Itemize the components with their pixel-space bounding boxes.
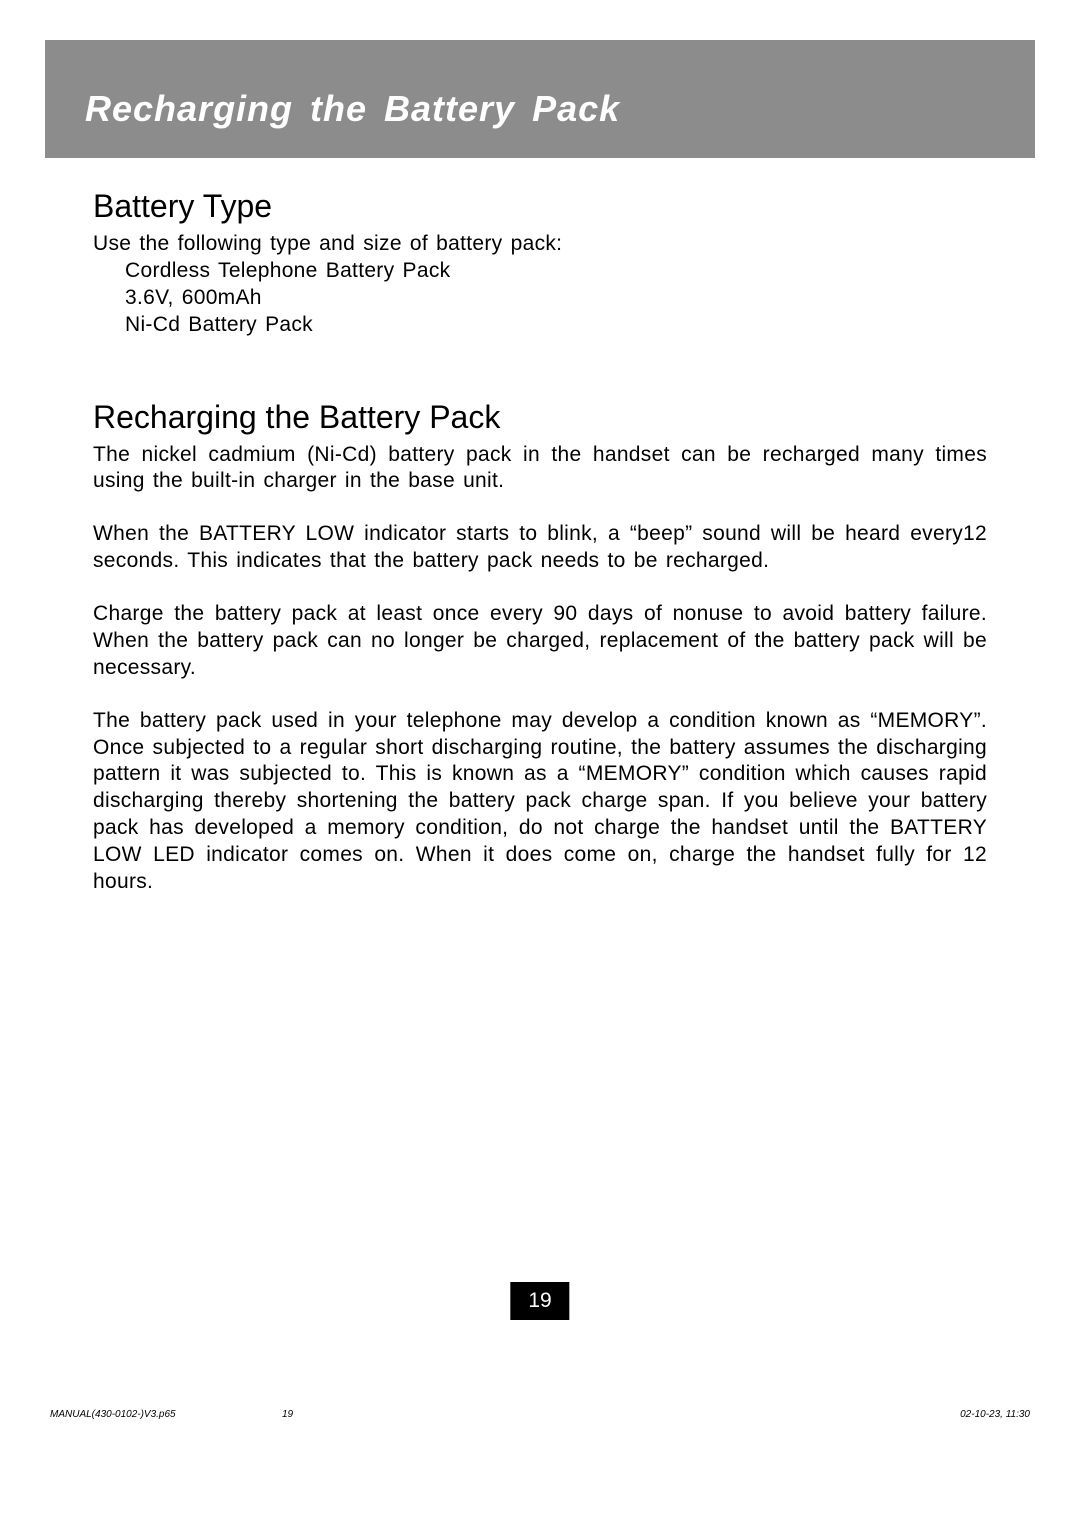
footer-timestamp: 02-10-23, 11:30 <box>960 1409 1030 1420</box>
battery-type-line2: 3.6V, 600mAh <box>93 285 987 312</box>
page-number: 19 <box>510 1282 569 1320</box>
footer: MANUAL(430-0102-)V3.p65 19 02-10-23, 11:… <box>50 1409 1030 1420</box>
section-heading-battery-type: Battery Type <box>93 188 987 225</box>
recharging-paragraph-3: Charge the battery pack at least once ev… <box>93 601 987 682</box>
footer-filename: MANUAL(430-0102-)V3.p65 <box>50 1409 176 1420</box>
battery-type-line1: Cordless Telephone Battery Pack <box>93 258 987 285</box>
document-page: Recharging the Battery Pack Battery Type… <box>0 0 1080 1525</box>
content-area: Battery Type Use the following type and … <box>45 158 1035 896</box>
header-bar: Recharging the Battery Pack <box>45 40 1035 158</box>
section-heading-recharging: Recharging the Battery Pack <box>93 399 987 436</box>
page-title: Recharging the Battery Pack <box>85 88 1035 130</box>
recharging-paragraph-2: When the BATTERY LOW indicator starts to… <box>93 521 987 575</box>
battery-type-line3: Ni-Cd Battery Pack <box>93 312 987 339</box>
recharging-paragraph-1: The nickel cadmium (Ni-Cd) battery pack … <box>93 442 987 496</box>
footer-page: 19 <box>282 1409 293 1420</box>
recharging-paragraph-4: The battery pack used in your telephone … <box>93 708 987 896</box>
battery-type-intro: Use the following type and size of batte… <box>93 231 987 258</box>
